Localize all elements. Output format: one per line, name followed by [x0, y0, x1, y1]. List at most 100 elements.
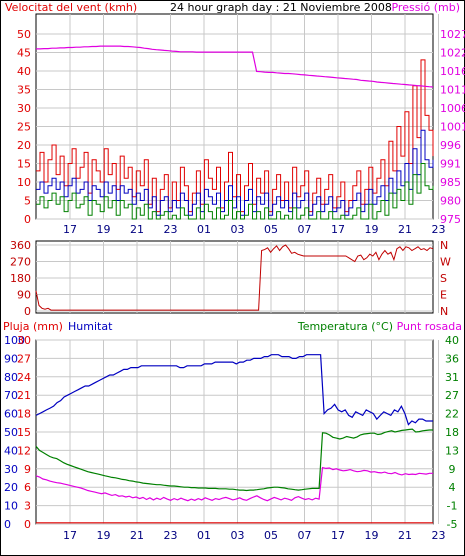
wind-speed-tick-label: 30	[17, 102, 31, 115]
wind-speed-tick-label: 10	[17, 176, 31, 189]
graph-title: 24 hour graph day : 21 Noviembre 2008	[170, 1, 392, 14]
x-tick-label: 07	[298, 529, 312, 542]
x-tick-label: 03	[231, 223, 245, 236]
temperature-title: Temperatura (°C)	[297, 320, 393, 333]
x-tick-label: 21	[130, 223, 144, 236]
wind-direction-series	[35, 244, 434, 311]
direction-grid	[36, 241, 439, 313]
rain-tick-label: 0	[24, 518, 31, 531]
direction-degree-tick-label: 360	[10, 239, 31, 252]
rain-tick-label: 18	[17, 408, 31, 421]
rain-humidity-temp-grid	[36, 339, 439, 525]
x-tick-label: 01	[197, 223, 211, 236]
pressure-tick-label: 1011	[440, 84, 465, 97]
pressure-tick-label: 985	[440, 176, 461, 189]
direction-degree-tick-label: 270	[10, 256, 31, 269]
direction-series	[35, 244, 434, 311]
direction-plot-area	[35, 240, 434, 314]
direction-compass-tick-label: N	[440, 305, 448, 318]
humidity-tick-label: 20	[4, 481, 18, 494]
temperature-tick-label: 4	[449, 481, 456, 494]
temperature-tick-label: 9	[449, 463, 456, 476]
pressure-tick-label: 991	[440, 158, 461, 171]
temperature-tick-label: -1	[447, 500, 458, 513]
pressure-axis: 1027 1022 1016 1011 1006 1001 996 991 985 980 975	[440, 28, 465, 226]
humidity-tick-label: 90	[4, 352, 18, 365]
wind-speed-tick-label: 50	[17, 28, 31, 41]
wind-pressure-plot-area	[35, 13, 434, 220]
x-tick-label: 01	[197, 529, 211, 542]
x-tick-label: 19	[97, 529, 111, 542]
x-tick-label: 19	[365, 529, 379, 542]
humidity-series	[35, 354, 433, 426]
pressure-tick-label: 1016	[440, 65, 465, 78]
x-tick-label: 19	[365, 223, 379, 236]
pressure-tick-label: 1027	[440, 28, 465, 41]
pressure-tick-label: 1001	[440, 121, 465, 134]
dew-point-title: Punt rosada	[397, 320, 462, 333]
wind-speed-tick-label: 40	[17, 65, 31, 78]
rain-tick-label: 15	[17, 426, 31, 439]
x-tick-label: 21	[398, 223, 412, 236]
pressure-tick-label: 975	[440, 213, 461, 226]
humidity-tick-label: 40	[4, 444, 18, 457]
wind-speed-tick-label: 25	[17, 121, 31, 134]
rain-humidity-temp-series	[35, 354, 433, 524]
wind-speed-tick-label: 5	[24, 195, 31, 208]
direction-degree-axis: 360 270 180 90 0	[10, 239, 31, 318]
wind-pressure-x-axis: 17 19 21 23 01 03 05 07 17 19 21 23	[63, 223, 446, 236]
temperature-axis: 40 36 31 27 22 18 13 9 4 -1 -5	[445, 334, 459, 531]
direction-compass-tick-label: N	[440, 239, 448, 252]
humidity-tick-label: 30	[4, 463, 18, 476]
rain-title: Pluja (mm)	[3, 320, 63, 333]
rain-tick-label: 27	[17, 352, 31, 365]
x-tick-label: 07	[298, 223, 312, 236]
pressure-tick-label: 1006	[440, 102, 465, 115]
humidity-tick-label: 70	[4, 389, 18, 402]
temperature-tick-label: 31	[445, 371, 459, 384]
x-tick-label: 17	[63, 223, 77, 236]
temperature-series	[35, 428, 433, 492]
pressure-series	[36, 45, 434, 88]
x-tick-label: 17	[331, 529, 345, 542]
x-tick-label: 23	[432, 529, 446, 542]
wind-title: Velocitat del vent (kmh)	[5, 1, 137, 14]
x-tick-label: 23	[164, 529, 178, 542]
wind-speed-tick-label: 35	[17, 84, 31, 97]
rain-tick-label: 30	[17, 334, 31, 347]
wind-speed-tick-label: 45	[17, 47, 31, 60]
direction-compass-tick-label: S	[440, 272, 447, 285]
temperature-tick-label: 22	[445, 408, 459, 421]
rain-tick-label: 9	[24, 463, 31, 476]
pressure-title: Pressió (mb)	[391, 1, 460, 14]
humidity-tick-label: 50	[4, 426, 18, 439]
x-tick-label: 21	[130, 529, 144, 542]
pressure-tick-label: 996	[440, 139, 461, 152]
rain-tick-label: 3	[24, 500, 31, 513]
humidity-title: Humitat	[68, 320, 113, 333]
humidity-tick-label: 80	[4, 371, 18, 384]
x-tick-label: 17	[331, 223, 345, 236]
x-tick-label: 19	[97, 223, 111, 236]
temperature-tick-label: 18	[445, 426, 459, 439]
x-tick-label: 17	[63, 529, 77, 542]
direction-degree-tick-label: 90	[17, 289, 31, 302]
wind-low-series	[36, 163, 434, 220]
dew-point-series	[35, 466, 433, 502]
x-tick-label: 21	[398, 529, 412, 542]
x-tick-label: 23	[432, 223, 446, 236]
pressure-tick-label: 980	[440, 195, 461, 208]
rain-tick-label: 6	[24, 481, 31, 494]
rain-humidity-temp-x-axis: 17 19 21 23 01 03 05 07 17 19 21 23	[63, 529, 446, 542]
wind-pressure-series	[36, 45, 434, 220]
temperature-tick-label: 27	[445, 389, 459, 402]
humidity-tick-label: 60	[4, 408, 18, 421]
x-tick-label: 23	[164, 223, 178, 236]
wind-speed-tick-label: 0	[24, 213, 31, 226]
x-tick-label: 05	[264, 529, 278, 542]
